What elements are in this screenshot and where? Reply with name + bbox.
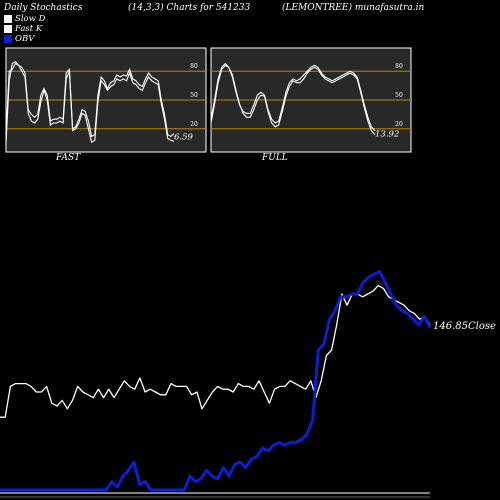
- legend-slow-d: Slow D: [4, 14, 45, 24]
- full-panel-label: FULL: [262, 153, 288, 163]
- legend-fast-k: Fast K: [4, 24, 42, 34]
- full-level-label-50: 50: [395, 92, 403, 99]
- full-stoch-line-2: [210, 64, 376, 135]
- chart-params: (14,3,3) Charts for 541233: [128, 3, 251, 13]
- legend-swatch-slow-d: [4, 14, 12, 23]
- fast-stoch-line-1: [5, 62, 175, 138]
- legend-label-obv: OBV: [15, 34, 35, 44]
- chart-title: Daily Stochastics: [4, 3, 83, 13]
- fast-level-label-50: 50: [190, 92, 198, 99]
- close-end-value: 146.85Close: [433, 321, 496, 332]
- full-stoch-panel: 20 50 80 13.92: [210, 47, 412, 153]
- series-line-close: [0, 284, 431, 418]
- price-obv-panel: 146.85Close: [0, 270, 496, 498]
- legend-swatch-obv: [4, 34, 12, 43]
- fast-level-label-20: 20: [190, 121, 198, 128]
- fast-stoch-panel: 20 50 80 6.59: [5, 47, 207, 153]
- legend-swatch-fast-k: [4, 24, 12, 33]
- legend-obv: OBV: [4, 34, 34, 44]
- legend-label-fast-k: Fast K: [15, 24, 43, 34]
- chart-symbol: (LEMONTREE) munafasutra.in: [282, 3, 425, 13]
- full-level-label-20: 20: [395, 121, 403, 128]
- fast-level-label-80: 80: [190, 63, 198, 70]
- fast-panel-label: FAST: [56, 153, 81, 163]
- series-line-obv: [0, 270, 432, 492]
- full-end-value: 13.92: [375, 130, 399, 140]
- full-level-label-80: 80: [395, 63, 403, 70]
- fast-end-value: 6.59: [174, 133, 194, 143]
- legend-label-slow-d: Slow D: [15, 14, 46, 24]
- fast-stoch-line-2: [5, 60, 175, 144]
